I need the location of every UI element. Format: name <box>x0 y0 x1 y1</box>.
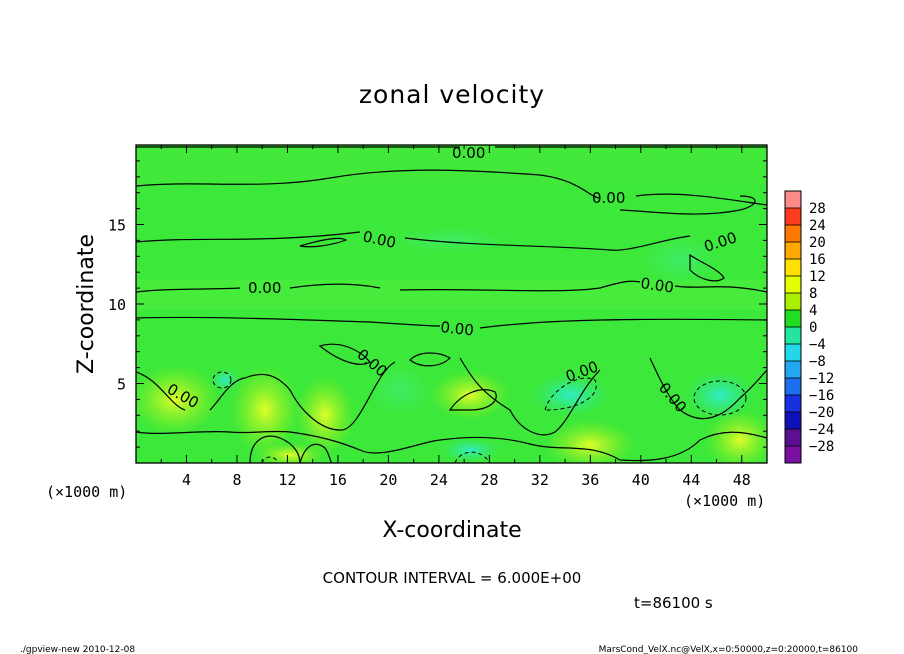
colorbar-label: 20 <box>809 235 826 251</box>
contour-label: 0.00 <box>248 279 281 297</box>
colorbar-swatch <box>785 361 801 378</box>
colorbar-swatch <box>785 225 801 242</box>
footer-left: ./gpview-new 2010-12-08 <box>20 645 135 654</box>
x-tick-label: 40 <box>632 471 650 489</box>
colorbar-label: −20 <box>809 405 834 421</box>
colorbar-label: 0 <box>809 320 817 336</box>
x-tick-label: 20 <box>379 471 397 489</box>
colorbar-swatch <box>785 429 801 446</box>
colorbar-swatch <box>785 446 801 463</box>
x-tick-label: 12 <box>278 471 296 489</box>
colorbar-swatch <box>785 191 801 208</box>
colorbar-swatch <box>785 310 801 327</box>
x-tick-label: 4 <box>182 471 191 489</box>
time-label: t=86100 s <box>634 594 713 612</box>
colorbar-label: 24 <box>809 218 826 234</box>
x-tick-label: 36 <box>581 471 599 489</box>
colorbar-label: −12 <box>809 371 834 387</box>
contour-label: 0.00 <box>639 274 675 296</box>
contour-interval: CONTOUR INTERVAL = 6.000E+00 <box>323 569 582 587</box>
footer-right: MarsCond_VelX.nc@VelX,x=0:50000,z=0:2000… <box>599 645 859 654</box>
colorbar-label: 16 <box>809 252 826 268</box>
x-tick-label: 24 <box>430 471 448 489</box>
colorbar-swatch <box>785 276 801 293</box>
contour-label: 0.00 <box>440 318 475 339</box>
x-tick-label: 32 <box>531 471 549 489</box>
contour-lines-dashed <box>212 371 747 463</box>
colorbar-swatch <box>785 259 801 276</box>
colorbar-label: 8 <box>809 286 817 302</box>
colorbar-label: −24 <box>809 422 834 438</box>
colorbar-swatch <box>785 395 801 412</box>
x-tick-label: 48 <box>733 471 751 489</box>
y-axis: 5 10 15 <box>108 160 767 448</box>
contour-label: 0.00 <box>592 189 625 207</box>
colorbar-swatch <box>785 242 801 259</box>
x-tick-label: 44 <box>682 471 700 489</box>
y-tick-label: 15 <box>108 217 126 235</box>
x-axis: 4 8 12 16 20 24 28 32 36 40 44 48 <box>135 145 768 489</box>
x-unit-label-left: (×1000 m) <box>46 483 127 501</box>
x-tick-label: 28 <box>480 471 498 489</box>
colorbar-label: 12 <box>809 269 826 285</box>
y-tick-label: 10 <box>108 296 126 314</box>
contour-label: 0.00 <box>452 144 485 162</box>
colorbar-swatch <box>785 344 801 361</box>
colorbar-label: 4 <box>809 303 817 319</box>
x-tick-label: 16 <box>329 471 347 489</box>
colorbar-swatch <box>785 293 801 310</box>
colorbar-label: −16 <box>809 388 834 404</box>
x-axis-label: X-coordinate <box>382 518 521 543</box>
colorbar-label: −8 <box>809 354 826 370</box>
colorbar-label: 28 <box>809 201 826 217</box>
colorbar-swatch <box>785 378 801 395</box>
chart-title: zonal velocity <box>359 80 545 109</box>
colorbar-swatch <box>785 327 801 344</box>
y-tick-label: 5 <box>117 376 126 394</box>
colorbar-swatch <box>785 208 801 225</box>
y-axis-label: Z-coordinate <box>74 234 99 374</box>
colorbar-label: −4 <box>809 337 826 353</box>
colorbar-swatch <box>785 412 801 429</box>
colorbar-label: −28 <box>809 439 834 455</box>
x-tick-label: 8 <box>232 471 241 489</box>
x-unit-label-right: (×1000 m) <box>684 492 765 510</box>
heatmap-field <box>136 145 767 463</box>
